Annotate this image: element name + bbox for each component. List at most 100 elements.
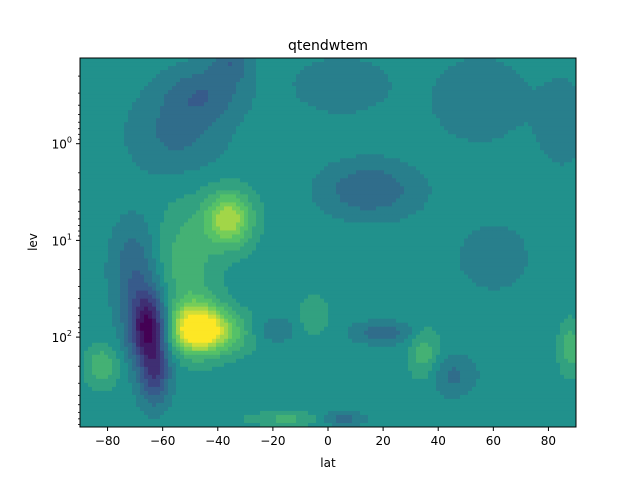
heatmap-cell [536,98,541,103]
heatmap-cell [564,82,569,87]
heatmap-cell [488,66,493,71]
heatmap-cell [312,62,317,67]
heatmap-cell [280,70,285,75]
heatmap-cell [184,154,189,159]
heatmap-cell [100,170,105,175]
heatmap-cell [104,70,109,75]
heatmap-cell [500,138,505,143]
heatmap-cell [168,126,173,131]
heatmap-cell [400,130,405,135]
heatmap-cell [196,190,201,195]
heatmap-cell [324,174,329,179]
heatmap-cell [96,214,101,220]
heatmap-cell [196,118,201,123]
heatmap-cell [436,98,441,103]
heatmap-cell [488,150,493,155]
heatmap-cell [268,194,273,199]
heatmap-cell [408,182,413,187]
heatmap-cell [308,138,313,143]
heatmap-cell [308,154,313,159]
heatmap-cell [368,106,373,111]
heatmap-cell [80,138,85,143]
heatmap-cell [492,86,497,91]
heatmap-cell [312,206,317,212]
heatmap-cell [180,66,185,71]
heatmap-cell [272,202,277,207]
heatmap-cell [340,182,345,187]
heatmap-cell [148,202,153,207]
heatmap-cell [188,90,193,95]
heatmap-cell [532,62,537,67]
heatmap-cell [400,98,405,103]
heatmap-cell [144,174,149,179]
heatmap-cell [108,154,113,159]
heatmap-cell [332,130,337,135]
heatmap-cell [288,122,293,127]
heatmap-cell [464,110,469,115]
heatmap-cell [108,130,113,135]
heatmap-cell [252,102,257,107]
heatmap-cell [156,90,161,95]
heatmap-cell [264,210,269,216]
heatmap-cell [340,102,345,107]
heatmap-cell [268,214,273,220]
heatmap-cell [504,58,509,63]
heatmap-cell [536,118,541,123]
heatmap-cell [572,86,576,91]
heatmap-cell [504,190,509,195]
heatmap-cell [312,182,317,187]
heatmap-cell [348,150,353,155]
heatmap-cell [340,122,345,127]
heatmap-cell [188,182,193,187]
heatmap-cell [476,62,481,67]
heatmap-cell [452,174,457,179]
heatmap-cell [300,190,305,195]
heatmap-cell [296,166,301,171]
heatmap-cell [244,214,249,220]
heatmap-cell [440,214,445,220]
heatmap-cell [344,70,349,75]
heatmap-cell [340,62,345,67]
heatmap-cell [320,206,325,212]
heatmap-cell [316,114,321,119]
heatmap-cell [356,166,361,171]
heatmap-cell [364,134,369,139]
heatmap-cell [92,150,97,155]
heatmap-cell [572,110,576,115]
heatmap-cell [192,86,197,91]
heatmap-cell [316,178,321,183]
heatmap-cell [244,166,249,171]
heatmap-cell [308,134,313,139]
heatmap-cell [336,134,341,139]
heatmap-cell [200,98,205,103]
heatmap-cell [156,214,161,220]
heatmap-cell [448,86,453,91]
heatmap-cell [404,214,409,220]
heatmap-cell [364,78,369,83]
heatmap-cell [488,134,493,139]
heatmap-cell [132,82,137,87]
heatmap-cell [348,158,353,163]
heatmap-cell [376,58,381,63]
heatmap-cell [84,146,89,151]
heatmap-cell [116,166,121,171]
heatmap-cell [300,178,305,183]
heatmap-cell [536,74,541,79]
heatmap-cell [232,134,237,139]
heatmap-cell [368,98,373,103]
heatmap-cell [132,106,137,111]
heatmap-cell [100,154,105,159]
heatmap-cell [272,82,277,87]
heatmap-cell [260,154,265,159]
heatmap-cell [168,142,173,147]
heatmap-cell [384,158,389,163]
heatmap-cell [376,202,381,207]
heatmap-cell [380,58,385,63]
heatmap-cell [484,78,489,83]
heatmap-cell [276,202,281,207]
heatmap-cell [356,158,361,163]
heatmap-cell [472,170,477,175]
heatmap-cell [128,98,133,103]
heatmap-cell [264,90,269,95]
heatmap-cell [444,194,449,199]
